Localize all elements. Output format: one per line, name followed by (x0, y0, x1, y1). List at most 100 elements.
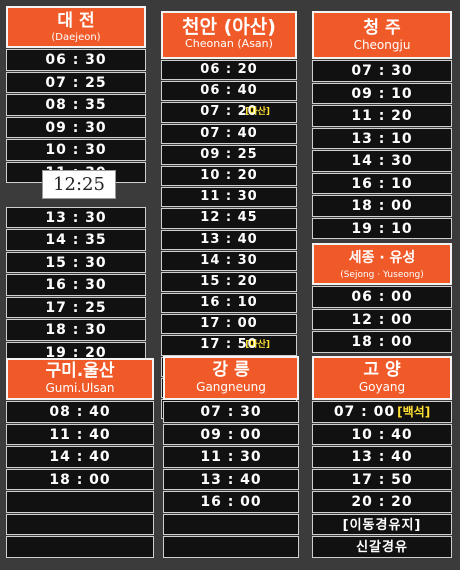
daejeon-time-text: 16 : 30 (45, 277, 107, 293)
sejong-subtitle: (Sejong · Yuseong) (340, 270, 424, 280)
daejeon-time-text: 18 : 30 (45, 322, 107, 338)
cheonan-time-text: 09 : 25 (200, 146, 258, 162)
daejeon-time-row: 15 : 30 (6, 251, 146, 273)
cheonan-time-text: 17 : 00 (200, 316, 258, 332)
cheongju-time-text: 19 : 10 (351, 220, 413, 237)
cheongju-time-row: 18 : 00 (312, 195, 452, 217)
cheonan-time-row: 12 : 45 (161, 208, 297, 229)
daejeon-time-text: 08 : 35 (45, 97, 107, 113)
daejeon-time-row: 10 : 30 (6, 139, 146, 161)
sejong-time-text: 18 : 00 (351, 334, 413, 350)
gangneung-time-row: 13 : 40 (163, 468, 299, 490)
cheonan-time-text: 14 : 30 (200, 252, 258, 268)
sejong-time-row: 18 : 00 (312, 331, 452, 353)
cheonan-time-row: 10 : 20 (161, 165, 297, 187)
cheonan-time-row: 17 : 00 (161, 314, 297, 335)
gumi-subtitle: Gumi.Ulsan (45, 381, 115, 395)
gumi-time-row: 18 : 00 (6, 468, 154, 490)
gumi-time-text: 08 : 40 (49, 404, 111, 420)
cheonan-time-row: 06 : 40 (161, 81, 297, 102)
daejeon-time-row: 16 : 30 (6, 274, 146, 296)
gumi-header: 구미.울산 Gumi.Ulsan (6, 358, 154, 400)
gangneung-time-text: 07 : 30 (200, 404, 262, 420)
sejong-time-text: 06 : 00 (351, 289, 413, 305)
daejeon-time-row: 06 : 30 (6, 49, 146, 71)
cheongju-column: 청 주 Cheongju 07 : 30 09 : 10 11 : 20 13 : 1… (312, 11, 452, 353)
daejeon-column: 대 전 (Daejeon) 06 : 30 07 : 25 08 : 35 09 : … (6, 6, 146, 386)
cheonan-time-text: 10 : 20 (200, 167, 258, 183)
goyang-time-row: 10 : 40 (312, 423, 452, 445)
daejeon-time-text: 10 : 30 (45, 142, 107, 158)
goyang-column: 고 양 Goyang 07 : 00 [백석] 10 : 40 13 : 40 17 :… (312, 356, 452, 558)
cheonan-time-row: 11 : 30 (161, 187, 297, 208)
goyang-title: 고 양 (363, 360, 401, 380)
cheongju-subtitle: Cheongju (353, 38, 411, 52)
cheongju-time-text: 07 : 30 (351, 63, 413, 79)
goyang-time-text: 20 : 20 (351, 494, 413, 510)
cheonan-subtitle: Cheonan (Asan) (185, 37, 273, 50)
cheonan-time-text: 15 : 20 (200, 273, 258, 289)
gangneung-subtitle: Gangneung (196, 380, 266, 394)
gumi-time-text: 11 : 40 (49, 426, 111, 443)
daejeon-time-row: 08 : 35 (6, 94, 146, 116)
cheongju-time-text: 18 : 00 (351, 198, 413, 214)
cheonan-time-row: 07 : 20 [아산] (161, 102, 297, 123)
daejeon-time-row: 17 : 25 (6, 296, 146, 318)
daejeon-time-text: 14 : 35 (45, 232, 107, 248)
cheonan-time-row: 13 : 40 (161, 229, 297, 250)
cheonan-time-row: 17 : 50 [아산] (161, 335, 297, 356)
gangneung-time-row: 11 : 30 (163, 446, 299, 468)
gangneung-time-row (163, 513, 299, 535)
cheonan-time-text: 17 : 50 (200, 337, 258, 353)
daejeon-title: 대 전 (57, 11, 95, 31)
cheonan-time-text: 06 : 20 (200, 62, 258, 77)
clock-display: 12:25 (42, 170, 116, 199)
daejeon-time-text: 13 : 30 (45, 209, 107, 226)
gangneung-time-text: 11 : 30 (200, 449, 262, 465)
goyang-time-text: 17 : 50 (351, 471, 413, 488)
daejeon-time-row: 18 : 30 (6, 319, 146, 341)
goyang-time-text: 10 : 40 (351, 426, 413, 443)
cheongju-time-text: 16 : 10 (351, 175, 413, 192)
goyang-time-text: 신갈경유 (356, 540, 408, 555)
goyang-time-row: 13 : 40 (312, 446, 452, 468)
cheonan-time-text: 11 : 30 (200, 189, 258, 205)
cheonan-time-row: 15 : 20 (161, 271, 297, 293)
cheongju-time-row: 16 : 10 (312, 172, 452, 194)
gumi-time-text: 18 : 00 (49, 471, 111, 488)
cheongju-time-text: 13 : 10 (351, 130, 413, 147)
cheongju-time-text: 14 : 30 (351, 153, 413, 169)
gangneung-time-row: 09 : 00 (163, 423, 299, 445)
gangneung-time-row: 16 : 00 (163, 491, 299, 513)
cheongju-time-row: 19 : 10 (312, 217, 452, 239)
gumi-time-row: 08 : 40 (6, 401, 154, 423)
goyang-subtitle: Goyang (358, 380, 406, 394)
gangneung-time-text: 13 : 40 (200, 471, 262, 488)
goyang-time-text: 13 : 40 (351, 449, 413, 465)
cheongju-time-text: 11 : 20 (351, 108, 413, 124)
daejeon-time-text: 15 : 30 (45, 254, 107, 271)
gumi-time-text: 14 : 40 (49, 449, 111, 465)
daejeon-time-text: 19 : 20 (45, 344, 107, 361)
cheonan-time-row: 06 : 20 (161, 60, 297, 81)
cheongju-header: 청 주 Cheongju (312, 11, 452, 59)
cheongju-time-row: 11 : 20 (312, 105, 452, 127)
daejeon-subtitle: (Daejeon) (51, 32, 101, 43)
gangneung-time-row: 07 : 30 (163, 401, 299, 423)
goyang-header: 고 양 Goyang (312, 356, 452, 400)
gumi-time-row: 11 : 40 (6, 423, 154, 445)
sejong-header: 세종 · 유성 (Sejong · Yuseong) (312, 243, 452, 285)
cheonan-header: 천안 (아산) Cheonan (Asan) (161, 11, 297, 59)
goyang-time-text: 07 : 00 (333, 404, 396, 420)
cheonan-time-text: 07 : 40 (200, 125, 258, 141)
gangneung-title: 강 릉 (212, 360, 250, 380)
cheonan-title: 천안 (아산) (182, 16, 276, 38)
daejeon-time-text: 17 : 25 (45, 299, 107, 316)
sejong-time-text: 12 : 00 (351, 311, 413, 328)
gangneung-time-text: 16 : 00 (200, 494, 262, 510)
cheonan-time-row: 07 : 40 (161, 123, 297, 144)
goyang-time-row: 07 : 00 [백석] (312, 401, 452, 423)
daejeon-time-row: 14 : 35 (6, 229, 146, 251)
daejeon-time-text: 06 : 30 (45, 52, 107, 68)
cheongju-time-row: 14 : 30 (312, 150, 452, 172)
